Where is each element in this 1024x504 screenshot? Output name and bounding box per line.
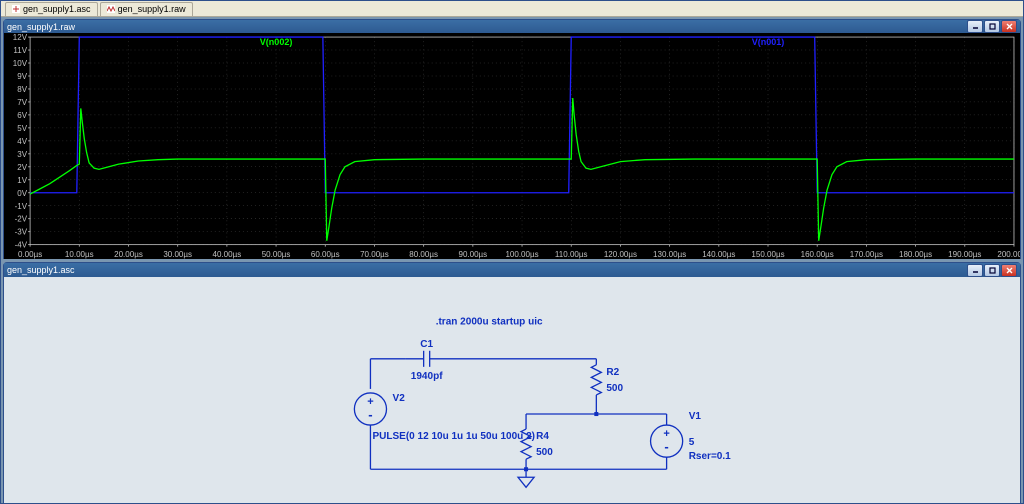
svg-text:30.00µs: 30.00µs	[163, 250, 192, 259]
close-button[interactable]	[1001, 20, 1017, 33]
svg-text:6V: 6V	[17, 111, 27, 120]
mdi-area: gen_supply1.raw 12V 11V 10V 9V 8V 7V 6V 5V 4V 3V 2…	[1, 17, 1023, 503]
svg-text:V1: V1	[689, 411, 702, 422]
app-frame: gen_supply1.asc gen_supply1.raw gen_supp…	[0, 0, 1024, 504]
svg-text:7V: 7V	[17, 98, 27, 107]
svg-text:0V: 0V	[17, 189, 27, 198]
svg-text:100.00µs: 100.00µs	[505, 250, 538, 259]
svg-text:1V: 1V	[17, 176, 27, 185]
svg-text:90.00µs: 90.00µs	[458, 250, 487, 259]
svg-text:150.00µs: 150.00µs	[751, 250, 784, 259]
svg-text:PULSE(0 12 10u 1u 1u 50u 100u: PULSE(0 12 10u 1u 1u 50u 100u 2)	[372, 431, 535, 442]
document-tabs: gen_supply1.asc gen_supply1.raw	[1, 1, 1023, 17]
svg-text:1940pf: 1940pf	[411, 371, 443, 382]
svg-text:50.00µs: 50.00µs	[262, 250, 291, 259]
svg-text:12V: 12V	[13, 33, 28, 42]
svg-text:4V: 4V	[17, 137, 27, 146]
tab-label: gen_supply1.asc	[23, 4, 91, 14]
svg-text:140.00µs: 140.00µs	[702, 250, 735, 259]
schematic-canvas[interactable]: .tran 2000u startup uicC11940pf+-V2PULSE…	[4, 277, 1020, 503]
svg-text:80.00µs: 80.00µs	[409, 250, 438, 259]
tab-schematic[interactable]: gen_supply1.asc	[5, 2, 98, 16]
svg-text:.tran 2000u startup uic: .tran 2000u startup uic	[436, 317, 543, 328]
minimize-button[interactable]	[967, 264, 983, 277]
svg-text:5: 5	[689, 437, 695, 448]
svg-text:8V: 8V	[17, 85, 27, 94]
svg-text:V(n001): V(n001)	[752, 37, 785, 47]
svg-text:0.00µs: 0.00µs	[18, 250, 42, 259]
svg-text:-: -	[368, 407, 372, 422]
svg-text:20.00µs: 20.00µs	[114, 250, 143, 259]
svg-text:160.00µs: 160.00µs	[801, 250, 834, 259]
schematic-titlebar[interactable]: gen_supply1.asc	[4, 263, 1020, 277]
svg-text:200.00µs: 200.00µs	[997, 250, 1020, 259]
svg-text:10.00µs: 10.00µs	[65, 250, 94, 259]
svg-text:500: 500	[606, 383, 623, 394]
maximize-button[interactable]	[984, 264, 1000, 277]
schematic-window: gen_supply1.asc .tran 2000u startup uicC…	[3, 262, 1021, 503]
tab-label: gen_supply1.raw	[118, 4, 186, 14]
svg-text:190.00µs: 190.00µs	[948, 250, 981, 259]
svg-text:70.00µs: 70.00µs	[360, 250, 389, 259]
svg-text:3V: 3V	[17, 150, 27, 159]
svg-text:40.00µs: 40.00µs	[213, 250, 242, 259]
waveform-window: gen_supply1.raw 12V 11V 10V 9V 8V 7V 6V 5V 4V 3V 2…	[3, 19, 1021, 259]
window-title: gen_supply1.asc	[7, 265, 966, 275]
svg-text:60.00µs: 60.00µs	[311, 250, 340, 259]
svg-text:180.00µs: 180.00µs	[899, 250, 932, 259]
svg-text:Rser=0.1: Rser=0.1	[689, 451, 731, 462]
svg-text:10V: 10V	[13, 59, 28, 68]
svg-text:11V: 11V	[13, 46, 27, 55]
svg-text:C1: C1	[420, 339, 433, 350]
close-button[interactable]	[1001, 264, 1017, 277]
probe-icon	[12, 5, 20, 13]
svg-text:2V: 2V	[17, 163, 27, 172]
svg-text:V2: V2	[393, 393, 406, 404]
plot-area[interactable]: 12V 11V 10V 9V 8V 7V 6V 5V 4V 3V 2V 1V 0V -1V -2V -3V -4…	[4, 33, 1020, 259]
svg-text:110.00µs: 110.00µs	[555, 250, 588, 259]
svg-text:170.00µs: 170.00µs	[850, 250, 883, 259]
svg-text:-: -	[664, 439, 668, 454]
svg-text:R4: R4	[536, 431, 549, 442]
svg-text:-3V: -3V	[15, 228, 28, 237]
svg-text:500: 500	[536, 447, 553, 458]
svg-text:120.00µs: 120.00µs	[604, 250, 637, 259]
svg-text:V(n002): V(n002)	[260, 37, 293, 47]
svg-text:R2: R2	[606, 367, 619, 378]
svg-text:-4V: -4V	[15, 241, 28, 250]
svg-text:5V: 5V	[17, 124, 27, 133]
waveform-titlebar[interactable]: gen_supply1.raw	[4, 20, 1020, 33]
window-title: gen_supply1.raw	[7, 22, 966, 32]
svg-text:-2V: -2V	[15, 215, 28, 224]
svg-text:-1V: -1V	[15, 202, 28, 211]
tab-waveform[interactable]: gen_supply1.raw	[100, 2, 193, 16]
maximize-button[interactable]	[984, 20, 1000, 33]
wave-icon	[107, 5, 115, 13]
svg-text:9V: 9V	[17, 72, 27, 81]
minimize-button[interactable]	[967, 20, 983, 33]
svg-text:130.00µs: 130.00µs	[653, 250, 686, 259]
